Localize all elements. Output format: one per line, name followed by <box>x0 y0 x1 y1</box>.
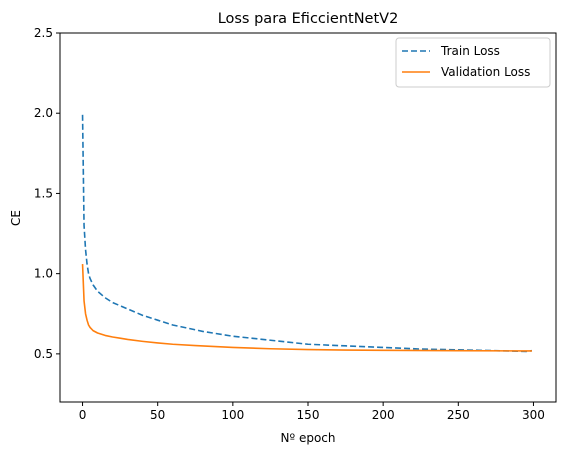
x-tick-label: 50 <box>150 408 165 422</box>
x-axis-label: Nº epoch <box>281 431 336 445</box>
legend: Train Loss Validation Loss <box>395 37 551 88</box>
legend-box <box>395 37 551 88</box>
y-tick-label: 2.5 <box>34 26 53 40</box>
y-tick-label: 2.0 <box>34 106 53 120</box>
x-tick-label: 200 <box>372 408 395 422</box>
series-layer <box>81 114 533 353</box>
legend-label-train-loss: Train Loss <box>440 44 500 58</box>
y-tick-label: 0.5 <box>34 347 53 361</box>
legend-label-validation-loss: Validation Loss <box>441 65 530 79</box>
y-tick-label: 1.0 <box>34 267 53 281</box>
x-tick-label: 250 <box>447 408 470 422</box>
x-tick-label: 0 <box>79 408 87 422</box>
y-axis-label: CE <box>9 210 23 226</box>
chart-title: Loss para EficcientNetV2 <box>218 11 399 27</box>
x-tick-label: 100 <box>221 408 244 422</box>
series-line-train-loss <box>81 114 533 353</box>
x-axis: 0 50 100 150 200 250 300 <box>79 402 545 422</box>
series-line-validation-loss <box>81 263 532 352</box>
y-tick-label: 1.5 <box>34 186 53 200</box>
x-tick-label: 300 <box>522 408 545 422</box>
x-tick-label: 150 <box>297 408 320 422</box>
y-axis: 0.5 1.0 1.5 2.0 2.5 <box>34 26 60 361</box>
